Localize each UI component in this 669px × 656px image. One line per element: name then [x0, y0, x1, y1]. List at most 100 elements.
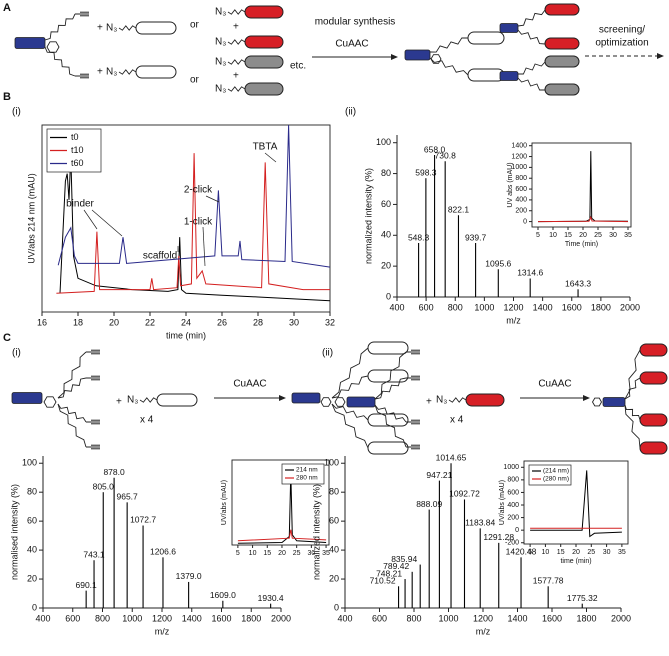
x-axis-label: m/z: [506, 315, 521, 325]
x-tick-label: 30: [289, 317, 299, 327]
y-tick-label: 20: [27, 573, 37, 583]
linker: [331, 347, 369, 399]
peak-label: 1183.84: [465, 518, 495, 528]
azide: N₃: [106, 23, 117, 34]
y-tick-label: 80: [381, 168, 391, 178]
x-tick-label: 30: [603, 549, 611, 556]
capsule: [244, 5, 284, 19]
y-tick-label: -200: [505, 540, 519, 547]
capsule: [639, 371, 668, 385]
capsule: [367, 413, 409, 427]
label: etc.: [290, 61, 306, 72]
x-tick-label: 1600: [211, 613, 231, 623]
arrow-head: [391, 54, 398, 60]
hexagon: [43, 396, 57, 408]
linker: [624, 377, 641, 400]
peak-label: 1014.65: [436, 452, 467, 462]
x-tick-label: 18: [73, 317, 83, 327]
plot-frame: [231, 459, 330, 546]
trace: [530, 470, 622, 538]
linker: [227, 9, 246, 15]
annotation-pointer: [91, 209, 123, 237]
y-tick-label: 0: [334, 602, 339, 612]
legend-label: 280 nm: [296, 475, 318, 482]
label: +: [97, 67, 103, 78]
y-tick-label: 0: [515, 527, 519, 534]
x-tick-label: 800: [95, 613, 110, 623]
y-tick-label: 1200: [511, 153, 527, 160]
linker: [139, 397, 158, 403]
label: +: [116, 397, 122, 408]
x-tick-label: 600: [419, 302, 434, 312]
capsule: [467, 68, 505, 82]
legend-label: 214 nm: [296, 467, 318, 474]
y-axis-label: normalised intensity (%): [9, 484, 19, 580]
peak-label: 878.0: [103, 467, 125, 477]
azide: N₃: [215, 7, 226, 18]
legend-label: t0: [71, 132, 79, 142]
linker: [624, 349, 641, 400]
core: [346, 396, 376, 408]
capsule: [135, 65, 177, 79]
label: modular synthesis: [315, 17, 396, 28]
azide: N₃: [436, 395, 447, 406]
linker: [227, 59, 246, 65]
linker: [374, 377, 407, 400]
x-tick-label: 24: [181, 317, 191, 327]
x-tick-label: 22: [145, 317, 155, 327]
label: +: [233, 71, 239, 82]
arrow-head: [583, 395, 590, 401]
x-tick-label: 16: [37, 317, 47, 327]
trace: [237, 529, 327, 542]
x-tick-label: 20: [278, 550, 286, 557]
x-tick-label: 800: [448, 302, 463, 312]
subpanel-label: (ii): [345, 107, 356, 118]
y-tick-label: 20: [329, 573, 339, 583]
subpanel-label: (i): [12, 107, 21, 118]
core: [11, 392, 43, 404]
subpanel-label: (ii): [322, 348, 333, 359]
x-axis-label: time (min): [560, 558, 591, 565]
x-tick-label: 32: [325, 317, 335, 327]
y-tick-label: 600: [515, 186, 527, 193]
y-tick-label: 60: [381, 199, 391, 209]
label: CuAAC: [335, 39, 368, 50]
peak-label: 598.3: [415, 167, 437, 177]
x-tick-label: 1200: [152, 613, 172, 623]
linker: [44, 46, 76, 77]
y-tick-label: 800: [515, 175, 527, 182]
linker: [57, 403, 87, 448]
capsule: [244, 35, 284, 49]
trace: [57, 124, 331, 268]
annotation-pointer: [264, 152, 277, 163]
x-tick-label: 15: [564, 232, 572, 239]
peak-label: 1775.32: [567, 593, 598, 603]
y-tick-label: 100: [22, 458, 37, 468]
panel-label: A: [3, 2, 11, 14]
x-axis-label: Time (min): [565, 241, 598, 248]
x-tick-label: 15: [557, 549, 565, 556]
y-tick-label: 600: [507, 489, 519, 496]
legend-box: [281, 463, 325, 485]
x-tick-label: 10: [549, 232, 557, 239]
peak-label: 1420.48: [506, 547, 537, 557]
linker: [57, 377, 87, 399]
linker: [227, 86, 246, 92]
peak-label: 822.1: [448, 204, 470, 214]
x-tick-label: 30: [307, 550, 315, 557]
core: [404, 49, 431, 61]
linker: [118, 25, 137, 31]
capsule: [135, 21, 177, 35]
y-axis-label: UV/abs (mAU): [499, 480, 506, 525]
linker: [429, 57, 469, 76]
label: +: [426, 397, 432, 408]
y-tick-label: 40: [329, 544, 339, 554]
capsule: [639, 413, 668, 427]
linker: [624, 404, 641, 421]
peak-label: 548.3: [408, 232, 430, 242]
peak-label: 1291.28: [483, 532, 514, 542]
y-axis-label: normalized intensity (%): [311, 484, 321, 580]
capsule: [544, 3, 580, 16]
linker: [57, 351, 87, 399]
label: or: [190, 20, 200, 31]
